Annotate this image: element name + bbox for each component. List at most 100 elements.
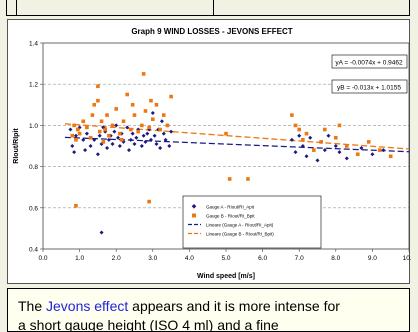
top-frame-cell — [17, 0, 214, 15]
data-point-gauge-b — [319, 140, 323, 144]
caption-prefix: The — [18, 298, 47, 314]
x-tick-label: 6.0 — [258, 255, 267, 262]
data-point-gauge-a — [105, 146, 110, 151]
data-point-gauge-a — [72, 150, 77, 155]
data-point-gauge-a — [308, 135, 313, 140]
data-point-gauge-a — [337, 150, 342, 155]
data-point-gauge-b — [297, 127, 301, 132]
data-point-gauge-b — [132, 113, 137, 117]
data-point-gauge-a — [97, 133, 102, 138]
legend-label-b: Gauge B - RIout/RI_Bpit — [206, 214, 255, 219]
data-points — [68, 72, 393, 235]
caption-line-2: a short gauge height (ISO 4 ml) and a fi… — [18, 317, 279, 332]
caption-suffix: appears and it is more intense for — [128, 298, 340, 314]
data-point-gauge-a — [297, 133, 302, 138]
x-tick-label: 5.0 — [221, 255, 230, 262]
data-point-gauge-a — [116, 135, 121, 140]
data-point-gauge-b — [74, 203, 78, 208]
jevons-effect-link[interactable]: Jevons effect — [46, 298, 129, 314]
data-point-gauge-b — [140, 123, 144, 128]
data-point-gauge-b — [293, 123, 298, 128]
equation-box-a: yA = -0.0074x + 0.9462 — [331, 54, 408, 69]
data-point-gauge-a — [127, 148, 132, 153]
data-point-gauge-b — [366, 140, 371, 144]
data-point-gauge-a — [106, 137, 111, 142]
legend-frame — [182, 195, 322, 249]
x-tick-label: 10.0 — [403, 255, 411, 262]
data-point-gauge-a — [114, 123, 119, 128]
x-tick-label: 9.0 — [368, 255, 377, 262]
data-point-gauge-a — [130, 131, 135, 136]
data-point-gauge-b — [165, 123, 170, 128]
data-point-gauge-a — [68, 127, 73, 132]
data-point-gauge-b — [149, 98, 153, 103]
data-point-gauge-b — [355, 152, 360, 157]
data-point-gauge-a — [88, 144, 93, 148]
data-point-gauge-b — [161, 113, 166, 117]
data-point-gauge-a — [73, 133, 78, 138]
chart-title: Graph 9 WIND LOSSES - JEVONS EFFECT — [131, 27, 292, 36]
data-point-gauge-a — [370, 152, 375, 157]
data-point-gauge-b — [88, 135, 93, 140]
grid-lines — [43, 83, 409, 209]
legend-label-a: Gauge A - RIout/RI_Apit — [206, 205, 255, 210]
data-point-gauge-b — [107, 133, 111, 138]
equation-b: yB = -0.013x + 1.0155 — [337, 85, 401, 92]
data-point-gauge-a — [161, 131, 166, 136]
data-point-gauge-a — [110, 141, 115, 146]
equation-box-a-frame — [331, 54, 408, 69]
data-point-gauge-a — [132, 141, 137, 146]
equation-box-b: yB = -0.013x + 1.0155 — [331, 79, 408, 94]
x-tick-label: 8.0 — [331, 255, 340, 262]
data-point-gauge-a — [315, 158, 320, 163]
data-point-gauge-b — [344, 144, 349, 148]
data-point-gauge-a — [293, 150, 298, 155]
y-tick-label: 0.8 — [29, 164, 38, 171]
data-point-gauge-b — [105, 113, 109, 117]
data-point-gauge-b — [129, 127, 133, 132]
legend-marker-a — [191, 204, 197, 209]
data-point-gauge-b — [114, 107, 118, 111]
data-point-gauge-a — [150, 111, 155, 116]
y-axis-title: RIout/RIpit — [13, 128, 20, 164]
data-point-gauge-a — [326, 133, 331, 138]
data-point-gauge-b — [323, 127, 327, 132]
data-point-gauge-a — [300, 144, 305, 148]
equation-a: yA = -0.0074x + 0.9462 — [335, 60, 403, 67]
data-point-gauge-a — [145, 131, 150, 136]
data-point-gauge-b — [103, 127, 108, 132]
data-point-gauge-b — [90, 113, 95, 117]
legend-trend-label-b: Lineare (Gauge B - RIout/RI_Bpit) — [206, 232, 274, 237]
data-point-gauge-b — [158, 127, 162, 132]
equation-box-b-frame — [331, 79, 408, 94]
data-point-gauge-a — [169, 129, 174, 134]
x-tick-label: 0.0 — [38, 255, 47, 262]
caption-line-1: The Jevons effect appears and it is more… — [18, 297, 401, 316]
data-point-gauge-b — [246, 177, 250, 181]
data-point-gauge-b — [74, 138, 78, 142]
data-point-gauge-b — [169, 94, 173, 99]
data-point-gauge-b — [151, 117, 155, 122]
data-point-gauge-b — [301, 138, 305, 142]
data-point-gauge-b — [77, 131, 82, 136]
data-point-gauge-a — [381, 148, 386, 153]
data-point-gauge-a — [158, 146, 163, 151]
data-point-gauge-b — [97, 129, 102, 134]
data-point-gauge-b — [96, 98, 100, 103]
data-point-gauge-b — [377, 148, 382, 152]
data-point-gauge-b — [147, 125, 151, 130]
data-point-gauge-a — [134, 135, 139, 140]
data-point-gauge-a — [70, 144, 75, 148]
data-point-gauge-b — [224, 131, 228, 136]
y-tick-label: 1.2 — [29, 82, 38, 89]
top-frame — [6, 0, 410, 16]
data-point-gauge-b — [334, 135, 338, 140]
data-point-gauge-b — [118, 131, 122, 136]
data-point-gauge-b — [125, 92, 129, 97]
data-point-gauge-a — [117, 144, 122, 148]
data-point-gauge-a — [95, 152, 100, 157]
data-point-gauge-b — [110, 123, 115, 128]
data-point-gauge-b — [337, 123, 342, 128]
chart-panel: 0.4 0.6 0.8 1.0 1.2 1.4 0.0 1.0 2.0 3.0 4.0 5.0 6.0 7… — [7, 19, 411, 284]
data-point-gauge-b — [312, 148, 316, 152]
